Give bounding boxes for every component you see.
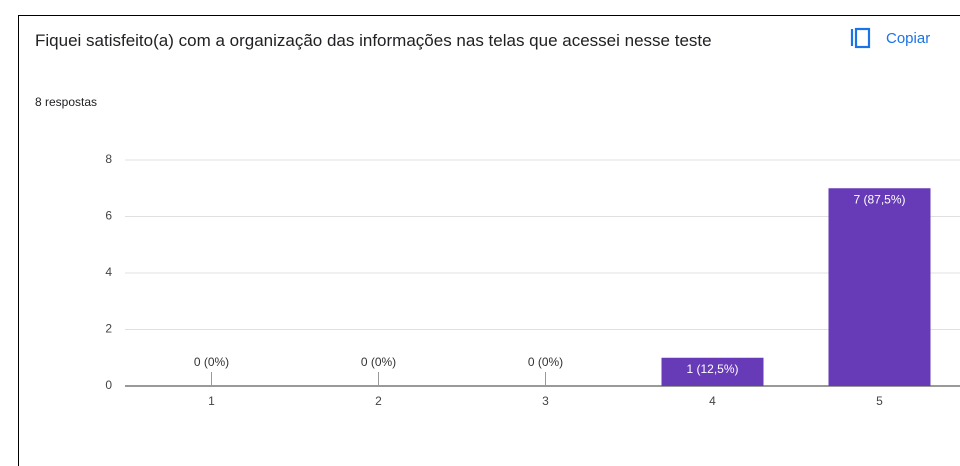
copy-label[interactable]: Copiar: [886, 29, 931, 47]
x-tick-label: 4: [709, 394, 716, 408]
x-tick-label: 3: [542, 394, 549, 408]
y-tick-label: 2: [105, 322, 112, 336]
data-label: 0 (0%): [528, 355, 563, 369]
bar: [661, 357, 764, 386]
copy-icon: [850, 27, 871, 49]
data-label: 1 (12,5%): [686, 362, 738, 376]
data-label: 0 (0%): [194, 355, 229, 369]
copy-button[interactable]: Copiar: [848, 24, 930, 52]
data-label: 7 (87,5%): [853, 192, 905, 206]
page: Fiquei satisfeito(a) com a organização d…: [18, 15, 960, 466]
data-label: 0 (0%): [361, 355, 396, 369]
response-count: 8 respostas: [35, 95, 98, 109]
card-border: [18, 15, 960, 466]
y-tick-label: 4: [105, 265, 112, 279]
x-tick-label: 5: [876, 394, 883, 408]
y-tick-label: 8: [105, 152, 112, 166]
bar: [828, 188, 931, 386]
question-title: Fiquei satisfeito(a) com a organização d…: [35, 31, 712, 50]
y-tick-label: 0: [105, 378, 112, 392]
x-tick-label: 1: [208, 394, 215, 408]
x-tick-label: 2: [375, 394, 382, 408]
y-tick-label: 6: [105, 209, 112, 223]
